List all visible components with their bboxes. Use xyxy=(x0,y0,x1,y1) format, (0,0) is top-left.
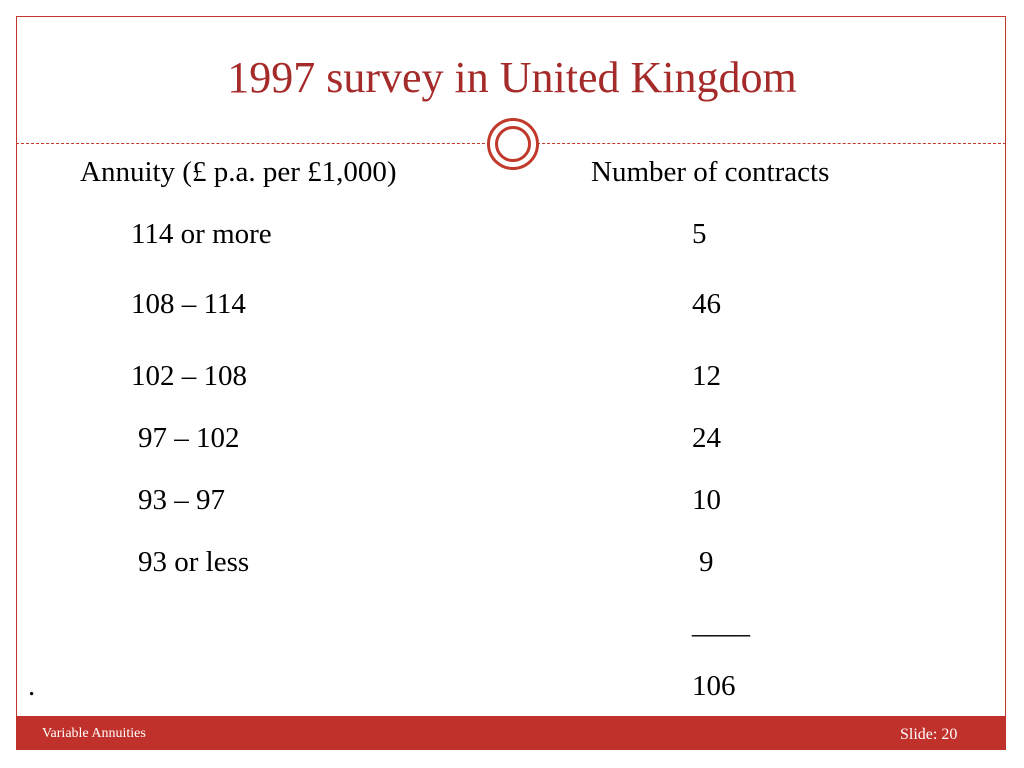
slide-title: 1997 survey in United Kingdom xyxy=(227,53,797,102)
row-annuity-range: 108 – 114 xyxy=(131,288,246,320)
row-contract-count: 46 xyxy=(692,288,721,320)
total-underline: ____ xyxy=(692,608,750,640)
stray-dot: . xyxy=(28,670,36,702)
footer-presentation-title: Variable Annuities xyxy=(42,726,146,741)
footer-slide-number: Slide: 20 xyxy=(900,726,958,743)
total-contracts: 106 xyxy=(692,670,736,702)
row-annuity-range: 102 – 108 xyxy=(131,360,247,392)
slide-frame xyxy=(16,16,1006,750)
row-annuity-range: 93 – 97 xyxy=(138,484,225,516)
row-contract-count: 9 xyxy=(699,546,714,578)
row-annuity-range: 93 or less xyxy=(138,546,250,578)
row-contract-count: 5 xyxy=(692,218,707,250)
row-contract-count: 24 xyxy=(692,422,721,454)
row-annuity-range: 114 or more xyxy=(131,218,272,250)
footer-bar xyxy=(16,716,1006,750)
column-header-contracts: Number of contracts xyxy=(591,156,830,188)
column-header-annuity: Annuity (£ p.a. per £1,000) xyxy=(80,156,397,188)
row-contract-count: 10 xyxy=(692,484,721,516)
row-contract-count: 12 xyxy=(692,360,721,392)
row-annuity-range: 97 – 102 xyxy=(138,422,240,454)
ring-ornament-icon xyxy=(487,118,539,170)
